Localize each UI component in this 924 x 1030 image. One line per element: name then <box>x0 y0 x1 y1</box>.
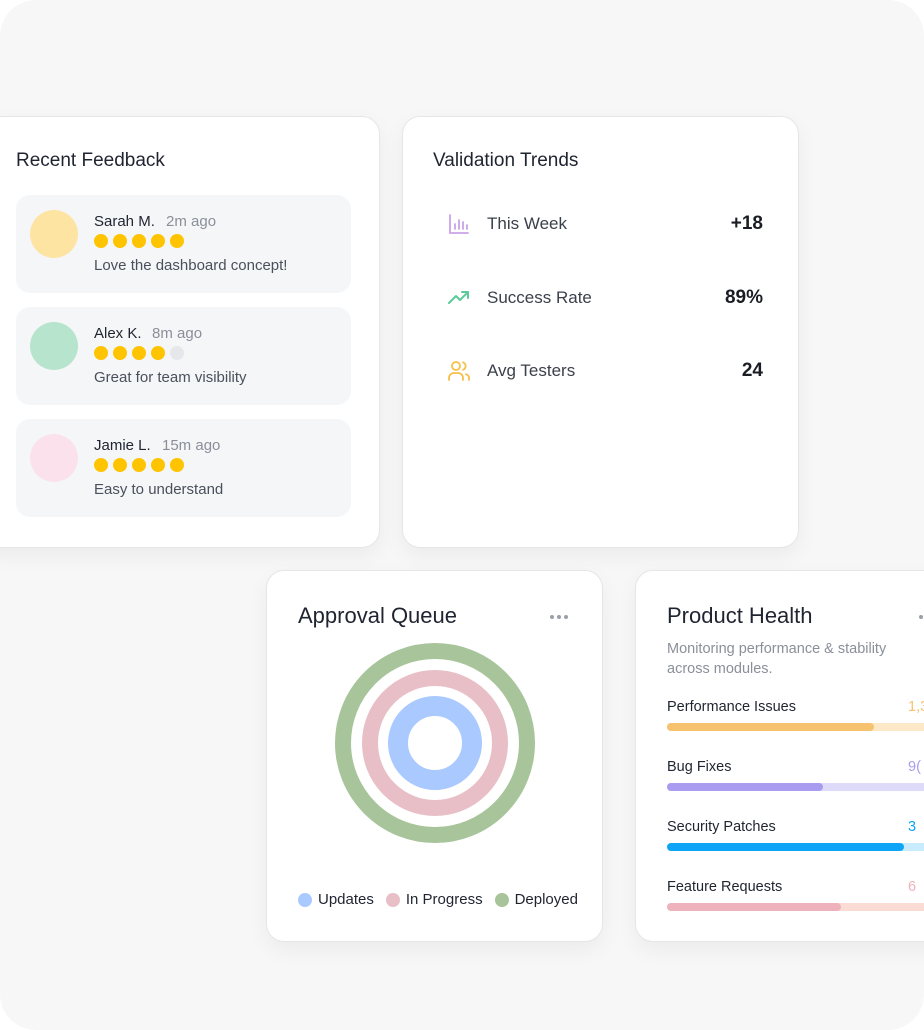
feedback-text: Love the dashboard concept! <box>94 257 288 274</box>
validation-trends-card: Validation Trends This Week +18 Success … <box>402 116 799 548</box>
recent-feedback-card: Recent Feedback Sarah M. 2m ago Love the… <box>0 116 380 548</box>
product-health-subtitle: Monitoring performance & stability acros… <box>667 641 887 677</box>
star-icon <box>113 346 127 360</box>
avatar <box>30 322 78 370</box>
legend-label: Updates <box>318 891 374 908</box>
star-icon <box>94 458 108 472</box>
feedback-time: 15m ago <box>162 437 221 454</box>
progress-track <box>667 783 924 791</box>
approval-queue-title: Approval Queue <box>298 603 457 628</box>
star-icon <box>113 234 127 248</box>
star-icon <box>132 458 146 472</box>
star-icon <box>151 458 165 472</box>
star-icon <box>132 346 146 360</box>
progress-track <box>667 843 924 851</box>
legend-item-deployed: Deployed <box>494 891 578 908</box>
trend-row-avg-testers: Avg Testers 24 <box>447 357 767 387</box>
progress-fill <box>667 723 874 731</box>
legend-dot <box>385 892 400 907</box>
metric-value: 3 <box>908 819 917 835</box>
avatar <box>30 434 78 482</box>
metric-label: Performance Issues <box>667 699 796 715</box>
feedback-item[interactable]: Sarah M. 2m ago Love the dashboard conce… <box>16 195 351 293</box>
rating-stars <box>94 458 184 472</box>
progress-fill <box>667 843 904 851</box>
metric-label: Security Patches <box>667 819 776 835</box>
ring-deployed <box>335 643 535 843</box>
chart-legend: Updates In Progress Deployed <box>298 891 590 908</box>
feedback-author: Jamie L. <box>94 437 151 454</box>
metric-label: Feature Requests <box>667 879 783 895</box>
validation-trends-title: Validation Trends <box>433 150 579 171</box>
product-health-title: Product Health <box>667 603 813 628</box>
feedback-time: 8m ago <box>152 325 203 342</box>
more-options-icon[interactable] <box>550 615 568 619</box>
legend-dot <box>494 892 509 907</box>
trend-value: 89% <box>724 287 763 308</box>
feedback-item[interactable]: Alex K. 8m ago Great for team visibility <box>16 307 351 405</box>
metric-value: 9( <box>908 759 921 775</box>
feedback-item[interactable]: Jamie L. 15m ago Easy to understand <box>16 419 351 517</box>
legend-dot <box>298 892 312 907</box>
trend-value: +18 <box>730 213 763 234</box>
feedback-text: Great for team visibility <box>94 369 247 386</box>
feedback-author: Sarah M. <box>94 213 155 230</box>
approval-queue-card: Approval Queue Updates In Progress Deplo… <box>266 570 603 942</box>
progress-fill <box>667 903 841 911</box>
trend-row-success-rate: Success Rate 89% <box>447 284 767 314</box>
avatar <box>30 210 78 258</box>
feedback-text: Easy to understand <box>94 481 224 498</box>
trending-up-icon <box>448 291 469 304</box>
star-icon <box>94 346 108 360</box>
trend-label: This Week <box>487 214 567 233</box>
metric-label: Bug Fixes <box>667 759 732 775</box>
progress-track <box>667 723 924 731</box>
star-icon <box>94 234 108 248</box>
trend-label: Avg Testers <box>487 361 576 380</box>
legend-item-in-progress: In Progress <box>385 891 483 908</box>
star-icon <box>132 234 146 248</box>
legend-label: In Progress <box>405 891 483 908</box>
feedback-author: Alex K. <box>94 325 142 342</box>
ring-updates <box>388 696 482 790</box>
star-icon <box>151 234 165 248</box>
more-options-icon[interactable] <box>919 615 924 619</box>
approval-rings-chart <box>335 643 535 843</box>
legend-label: Deployed <box>514 891 578 908</box>
rating-stars <box>94 234 184 248</box>
star-icon <box>113 458 127 472</box>
legend-item-updates: Updates <box>298 891 374 908</box>
progress-fill <box>667 783 823 791</box>
star-icon <box>170 346 184 360</box>
product-health-card: Product Health Monitoring performance & … <box>635 570 924 942</box>
trend-label: Success Rate <box>487 288 592 307</box>
recent-feedback-title: Recent Feedback <box>16 150 165 171</box>
rating-stars <box>94 346 184 360</box>
trend-value: 24 <box>741 360 763 381</box>
star-icon <box>170 234 184 248</box>
bar-chart-icon <box>449 214 469 234</box>
users-icon <box>448 361 470 381</box>
star-icon <box>170 458 184 472</box>
ring-in-progress <box>362 670 508 816</box>
metric-value: 6 <box>908 879 917 895</box>
star-icon <box>151 346 165 360</box>
feedback-time: 2m ago <box>166 213 217 230</box>
metric-value: 1,3 <box>908 699 924 715</box>
trend-row-this-week: This Week +18 <box>447 210 767 240</box>
progress-track <box>667 903 924 911</box>
